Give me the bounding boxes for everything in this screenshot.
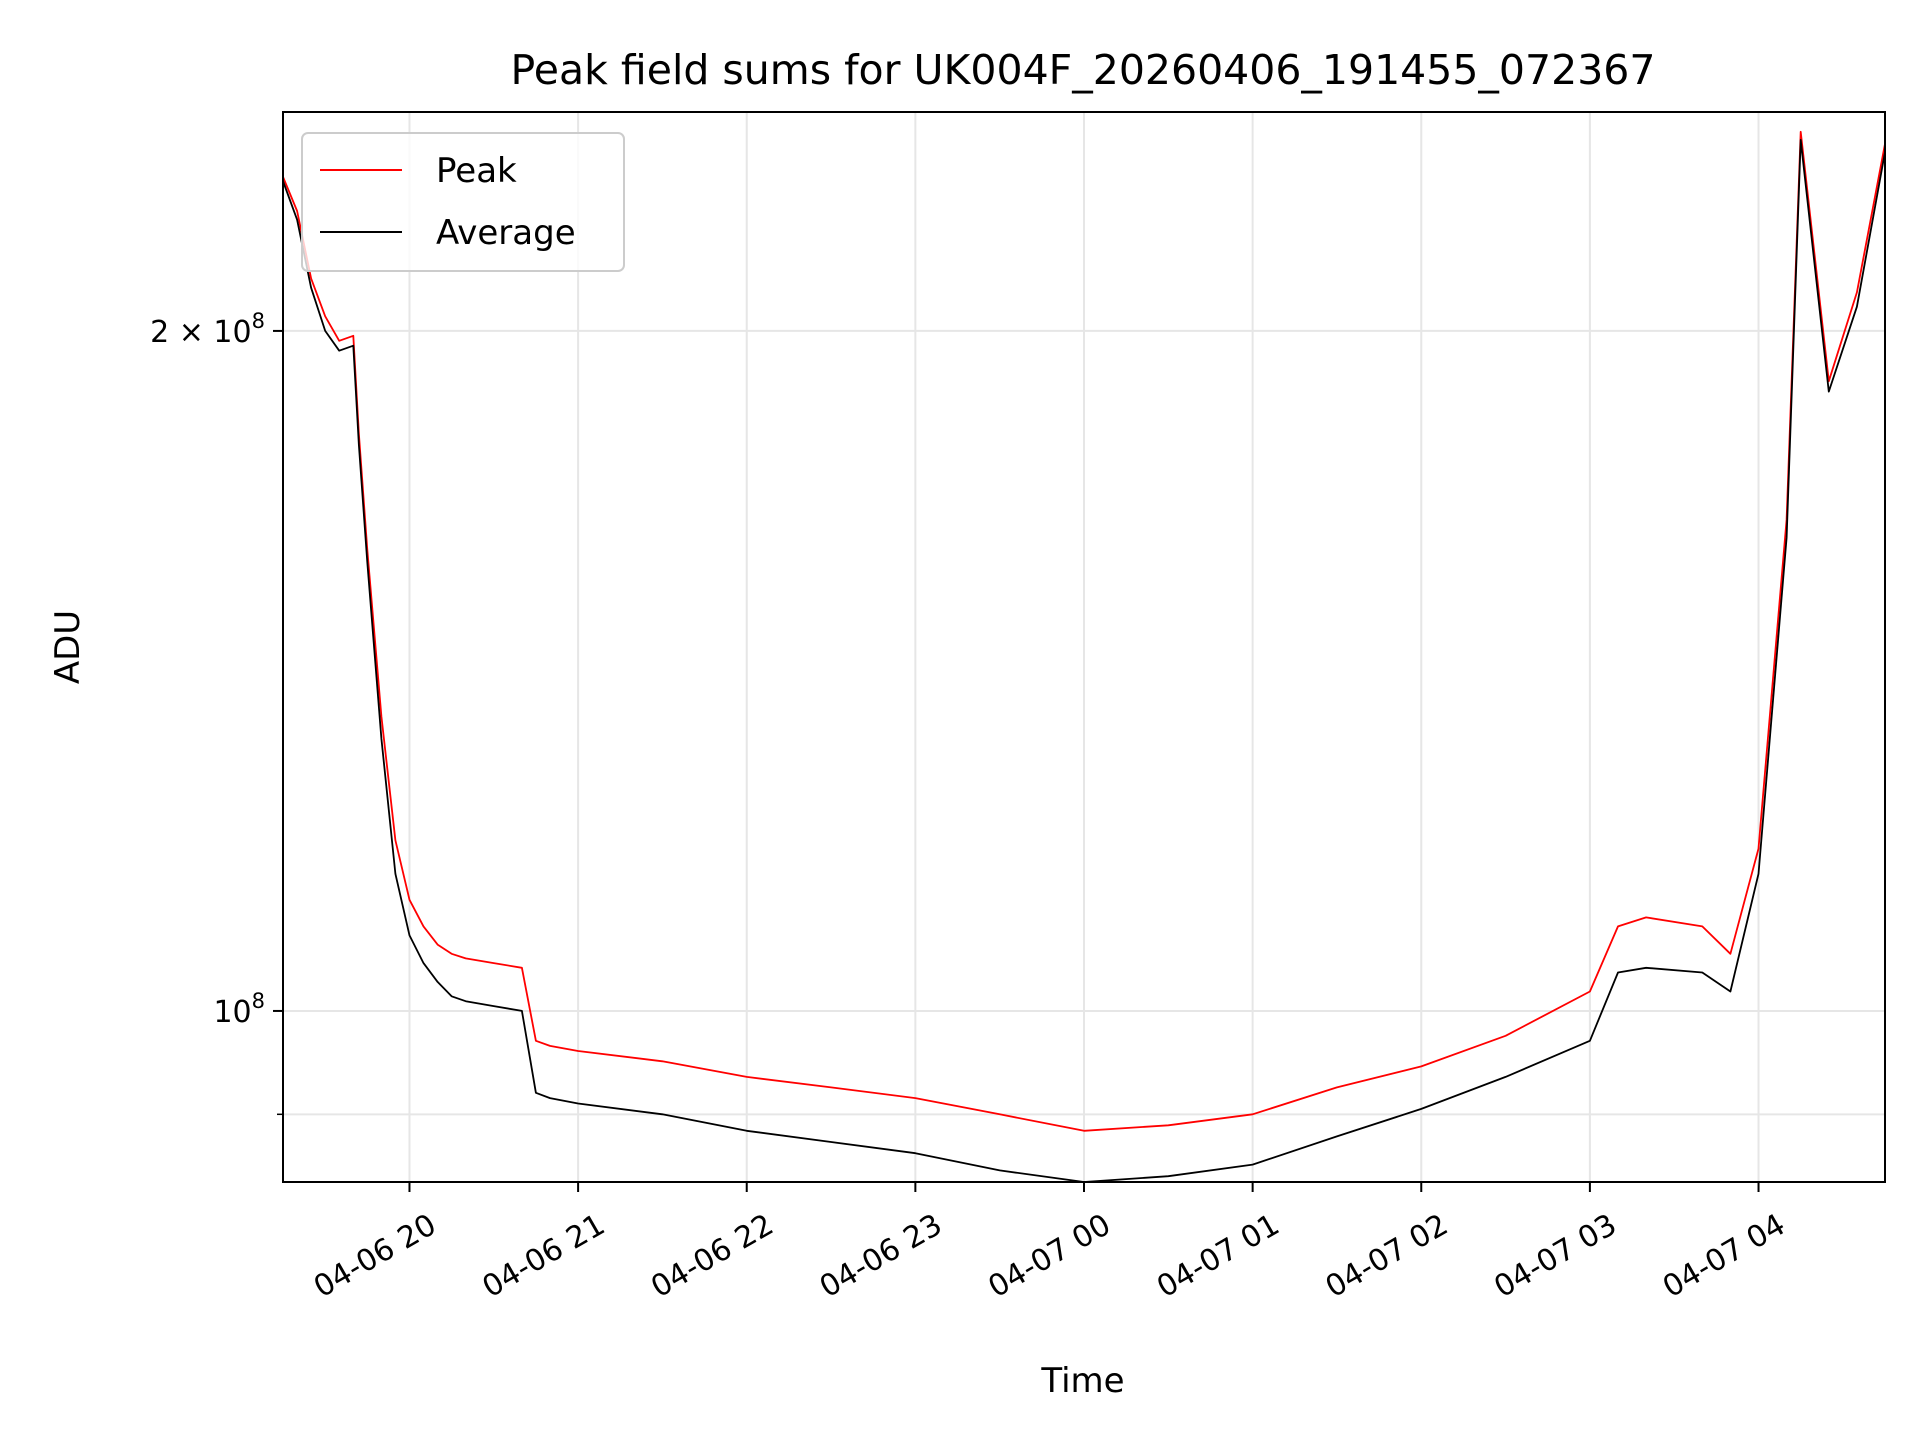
chart-title: Peak field sums for UK004F_20260406_1914… — [511, 46, 1656, 94]
x-tick-label: 04-07 03 — [1488, 1207, 1622, 1305]
series-line-average — [283, 138, 1885, 1182]
x-tick-label: 04-06 22 — [645, 1207, 779, 1305]
y-axis: 108 2 × 108 — [150, 309, 283, 1116]
legend-label-average: Average — [436, 213, 576, 253]
legend-label-peak: Peak — [436, 151, 517, 191]
x-axis: 04-06 20 04-06 21 04-06 22 04-06 23 04-07 00… — [308, 1182, 1791, 1305]
legend: Peak Average — [301, 132, 625, 272]
x-tick-label: 04-07 01 — [1151, 1207, 1285, 1305]
x-axis-label: Time — [1040, 1361, 1124, 1401]
x-tick-label: 04-06 21 — [477, 1207, 611, 1305]
y-tick-label: 2 × 108 — [150, 309, 265, 350]
y-axis-label: ADU — [48, 610, 88, 684]
legend-box — [301, 132, 625, 272]
y-tick-label: 108 — [213, 989, 265, 1030]
series-layer — [283, 130, 1885, 1182]
grid — [283, 112, 1885, 1182]
x-tick-label: 04-06 23 — [814, 1207, 948, 1305]
x-tick-label: 04-07 02 — [1320, 1207, 1454, 1305]
x-tick-label: 04-07 00 — [982, 1207, 1116, 1305]
x-tick-label: 04-06 20 — [308, 1207, 442, 1305]
x-tick-label: 04-07 04 — [1657, 1207, 1791, 1305]
